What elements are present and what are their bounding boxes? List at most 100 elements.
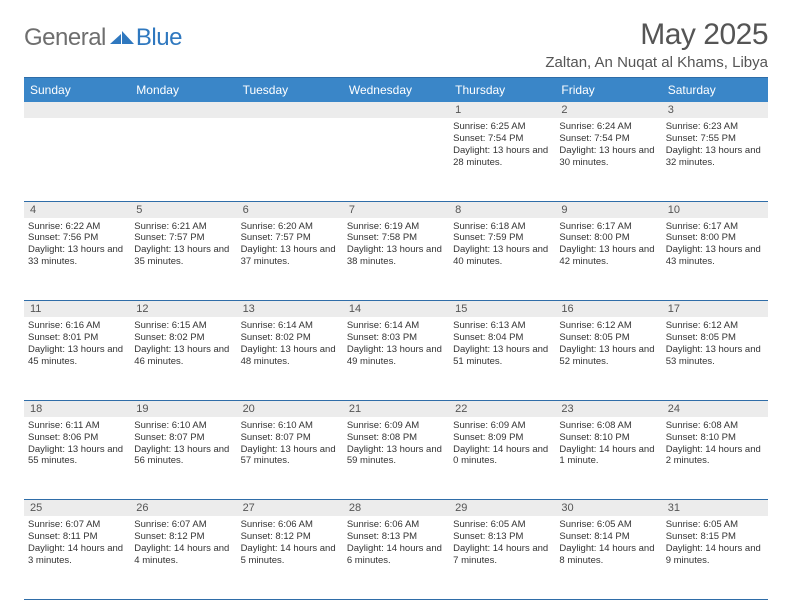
sunrise-line: Sunrise: 6:22 AM	[28, 221, 126, 233]
sunrise-line: Sunrise: 6:15 AM	[134, 320, 232, 332]
sunset-line: Sunset: 8:05 PM	[666, 332, 764, 344]
day-number-bar: 2	[555, 102, 661, 118]
sunrise-line: Sunrise: 6:06 AM	[347, 519, 445, 531]
day-number-bar: 28	[343, 500, 449, 516]
daylight-line: Daylight: 14 hours and 7 minutes.	[453, 543, 551, 567]
day-number-bar: 13	[237, 301, 343, 317]
day-number-bar: 9	[555, 202, 661, 218]
calendar-cell: 25Sunrise: 6:07 AMSunset: 8:11 PMDayligh…	[24, 500, 130, 600]
sunrise-line: Sunrise: 6:14 AM	[347, 320, 445, 332]
daylight-line: Daylight: 13 hours and 51 minutes.	[453, 344, 551, 368]
daylight-line: Daylight: 13 hours and 30 minutes.	[559, 145, 657, 169]
calendar-cell: 6Sunrise: 6:20 AMSunset: 7:57 PMDaylight…	[237, 202, 343, 302]
calendar-cell: 10 Sunrise: 6:17 AMSunset: 8:00 PMDayligh…	[662, 202, 768, 302]
calendar-cell: 18Sunrise: 6:11 AMSunset: 8:06 PMDayligh…	[24, 401, 130, 501]
title-block: May 2025 Zaltan, An Nuqat al Khams, Liby…	[545, 18, 768, 71]
day-info: Sunrise: 6:05 AMSunset: 8:15 PMDaylight:…	[666, 519, 764, 567]
daylight-line: Daylight: 13 hours and 28 minutes.	[453, 145, 551, 169]
daylight-line: Daylight: 13 hours and 35 minutes.	[134, 244, 232, 268]
weekday-header: Thursday	[449, 78, 555, 102]
sunrise-line: Sunrise: 6:14 AM	[241, 320, 339, 332]
day-number-bar: 15	[449, 301, 555, 317]
sunrise-line: Sunrise: 6:08 AM	[666, 420, 764, 432]
sunset-line: Sunset: 7:56 PM	[28, 232, 126, 244]
sunset-line: Sunset: 8:07 PM	[241, 432, 339, 444]
day-info: Sunrise: 6:10 AMSunset: 8:07 PMDaylight:…	[241, 420, 339, 468]
daylight-line: Daylight: 13 hours and 55 minutes.	[28, 444, 126, 468]
daylight-line: Daylight: 13 hours and 52 minutes.	[559, 344, 657, 368]
sunrise-line: Sunrise: 6:17 AM	[559, 221, 657, 233]
sunrise-line: Sunrise: 6:13 AM	[453, 320, 551, 332]
day-info: Sunrise: 6:17 AMSunset: 8:00 PMDaylight:…	[666, 221, 764, 269]
sunrise-line: Sunrise: 6:23 AM	[666, 121, 764, 133]
calendar-cell	[130, 102, 236, 202]
day-number-bar: 19	[130, 401, 236, 417]
daylight-line: Daylight: 13 hours and 56 minutes.	[134, 444, 232, 468]
calendar-cell	[24, 102, 130, 202]
calendar-cell: 23Sunrise: 6:08 AMSunset: 8:10 PMDayligh…	[555, 401, 661, 501]
day-number-bar: 7	[343, 202, 449, 218]
sunrise-line: Sunrise: 6:05 AM	[559, 519, 657, 531]
sunset-line: Sunset: 8:00 PM	[666, 232, 764, 244]
day-info: Sunrise: 6:06 AMSunset: 8:12 PMDaylight:…	[241, 519, 339, 567]
day-number-bar: 23	[555, 401, 661, 417]
daylight-line: Daylight: 13 hours and 42 minutes.	[559, 244, 657, 268]
calendar-cell: 21Sunrise: 6:09 AMSunset: 8:08 PMDayligh…	[343, 401, 449, 501]
calendar-cell: 20Sunrise: 6:10 AMSunset: 8:07 PMDayligh…	[237, 401, 343, 501]
sunset-line: Sunset: 8:06 PM	[28, 432, 126, 444]
day-number-bar: 11	[24, 301, 130, 317]
sunset-line: Sunset: 7:55 PM	[666, 133, 764, 145]
day-info: Sunrise: 6:19 AMSunset: 7:58 PMDaylight:…	[347, 221, 445, 269]
calendar-cell: 31Sunrise: 6:05 AMSunset: 8:15 PMDayligh…	[662, 500, 768, 600]
daylight-line: Daylight: 14 hours and 0 minutes.	[453, 444, 551, 468]
calendar-cell: 1Sunrise: 6:25 AMSunset: 7:54 PMDaylight…	[449, 102, 555, 202]
sunset-line: Sunset: 8:08 PM	[347, 432, 445, 444]
calendar-cell: 14Sunrise: 6:14 AMSunset: 8:03 PMDayligh…	[343, 301, 449, 401]
daylight-line: Daylight: 13 hours and 33 minutes.	[28, 244, 126, 268]
daylight-line: Daylight: 14 hours and 4 minutes.	[134, 543, 232, 567]
day-number-bar: 17	[662, 301, 768, 317]
weekday-header-row: SundayMondayTuesdayWednesdayThursdayFrid…	[24, 78, 768, 102]
day-number-bar: 1	[449, 102, 555, 118]
sunrise-line: Sunrise: 6:10 AM	[241, 420, 339, 432]
brand-mark-icon	[110, 27, 134, 50]
weekday-header: Wednesday	[343, 78, 449, 102]
sunrise-line: Sunrise: 6:21 AM	[134, 221, 232, 233]
daylight-line: Daylight: 13 hours and 37 minutes.	[241, 244, 339, 268]
day-number-bar: 27	[237, 500, 343, 516]
day-number-bar: 10	[662, 202, 768, 218]
calendar-cell: 29Sunrise: 6:05 AMSunset: 8:13 PMDayligh…	[449, 500, 555, 600]
day-info: Sunrise: 6:15 AMSunset: 8:02 PMDaylight:…	[134, 320, 232, 368]
daylight-line: Daylight: 13 hours and 38 minutes.	[347, 244, 445, 268]
sunrise-line: Sunrise: 6:12 AM	[559, 320, 657, 332]
calendar-cell: 27 Sunrise: 6:06 AMSunset: 8:12 PMDayligh…	[237, 500, 343, 600]
day-info: Sunrise: 6:09 AMSunset: 8:08 PMDaylight:…	[347, 420, 445, 468]
daylight-line: Daylight: 14 hours and 6 minutes.	[347, 543, 445, 567]
brand-logo: General Blue	[24, 18, 182, 52]
daylight-line: Daylight: 13 hours and 59 minutes.	[347, 444, 445, 468]
location-text: Zaltan, An Nuqat al Khams, Libya	[545, 54, 768, 71]
sunrise-line: Sunrise: 6:09 AM	[347, 420, 445, 432]
calendar-cell: 24Sunrise: 6:08 AMSunset: 8:10 PMDayligh…	[662, 401, 768, 501]
day-info: Sunrise: 6:09 AMSunset: 8:09 PMDaylight:…	[453, 420, 551, 468]
sunrise-line: Sunrise: 6:20 AM	[241, 221, 339, 233]
sunset-line: Sunset: 8:03 PM	[347, 332, 445, 344]
day-info: Sunrise: 6:12 AMSunset: 8:05 PMDaylight:…	[666, 320, 764, 368]
sunrise-line: Sunrise: 6:05 AM	[453, 519, 551, 531]
calendar-cell: 5Sunrise: 6:21 AMSunset: 7:57 PMDaylight…	[130, 202, 236, 302]
day-number-bar: 22	[449, 401, 555, 417]
calendar-grid: 1Sunrise: 6:25 AMSunset: 7:54 PMDaylight…	[24, 102, 768, 600]
day-number-bar: 25	[24, 500, 130, 516]
daylight-line: Daylight: 13 hours and 53 minutes.	[666, 344, 764, 368]
day-number-bar	[237, 102, 343, 118]
sunset-line: Sunset: 8:09 PM	[453, 432, 551, 444]
calendar-cell: 15Sunrise: 6:13 AMSunset: 8:04 PMDayligh…	[449, 301, 555, 401]
daylight-line: Daylight: 13 hours and 57 minutes.	[241, 444, 339, 468]
day-info: Sunrise: 6:14 AMSunset: 8:02 PMDaylight:…	[241, 320, 339, 368]
calendar: SundayMondayTuesdayWednesdayThursdayFrid…	[24, 77, 768, 600]
day-info: Sunrise: 6:14 AMSunset: 8:03 PMDaylight:…	[347, 320, 445, 368]
month-title: May 2025	[545, 18, 768, 52]
calendar-cell: 9Sunrise: 6:17 AMSunset: 8:00 PMDaylight…	[555, 202, 661, 302]
sunset-line: Sunset: 8:02 PM	[241, 332, 339, 344]
day-number-bar: 18	[24, 401, 130, 417]
